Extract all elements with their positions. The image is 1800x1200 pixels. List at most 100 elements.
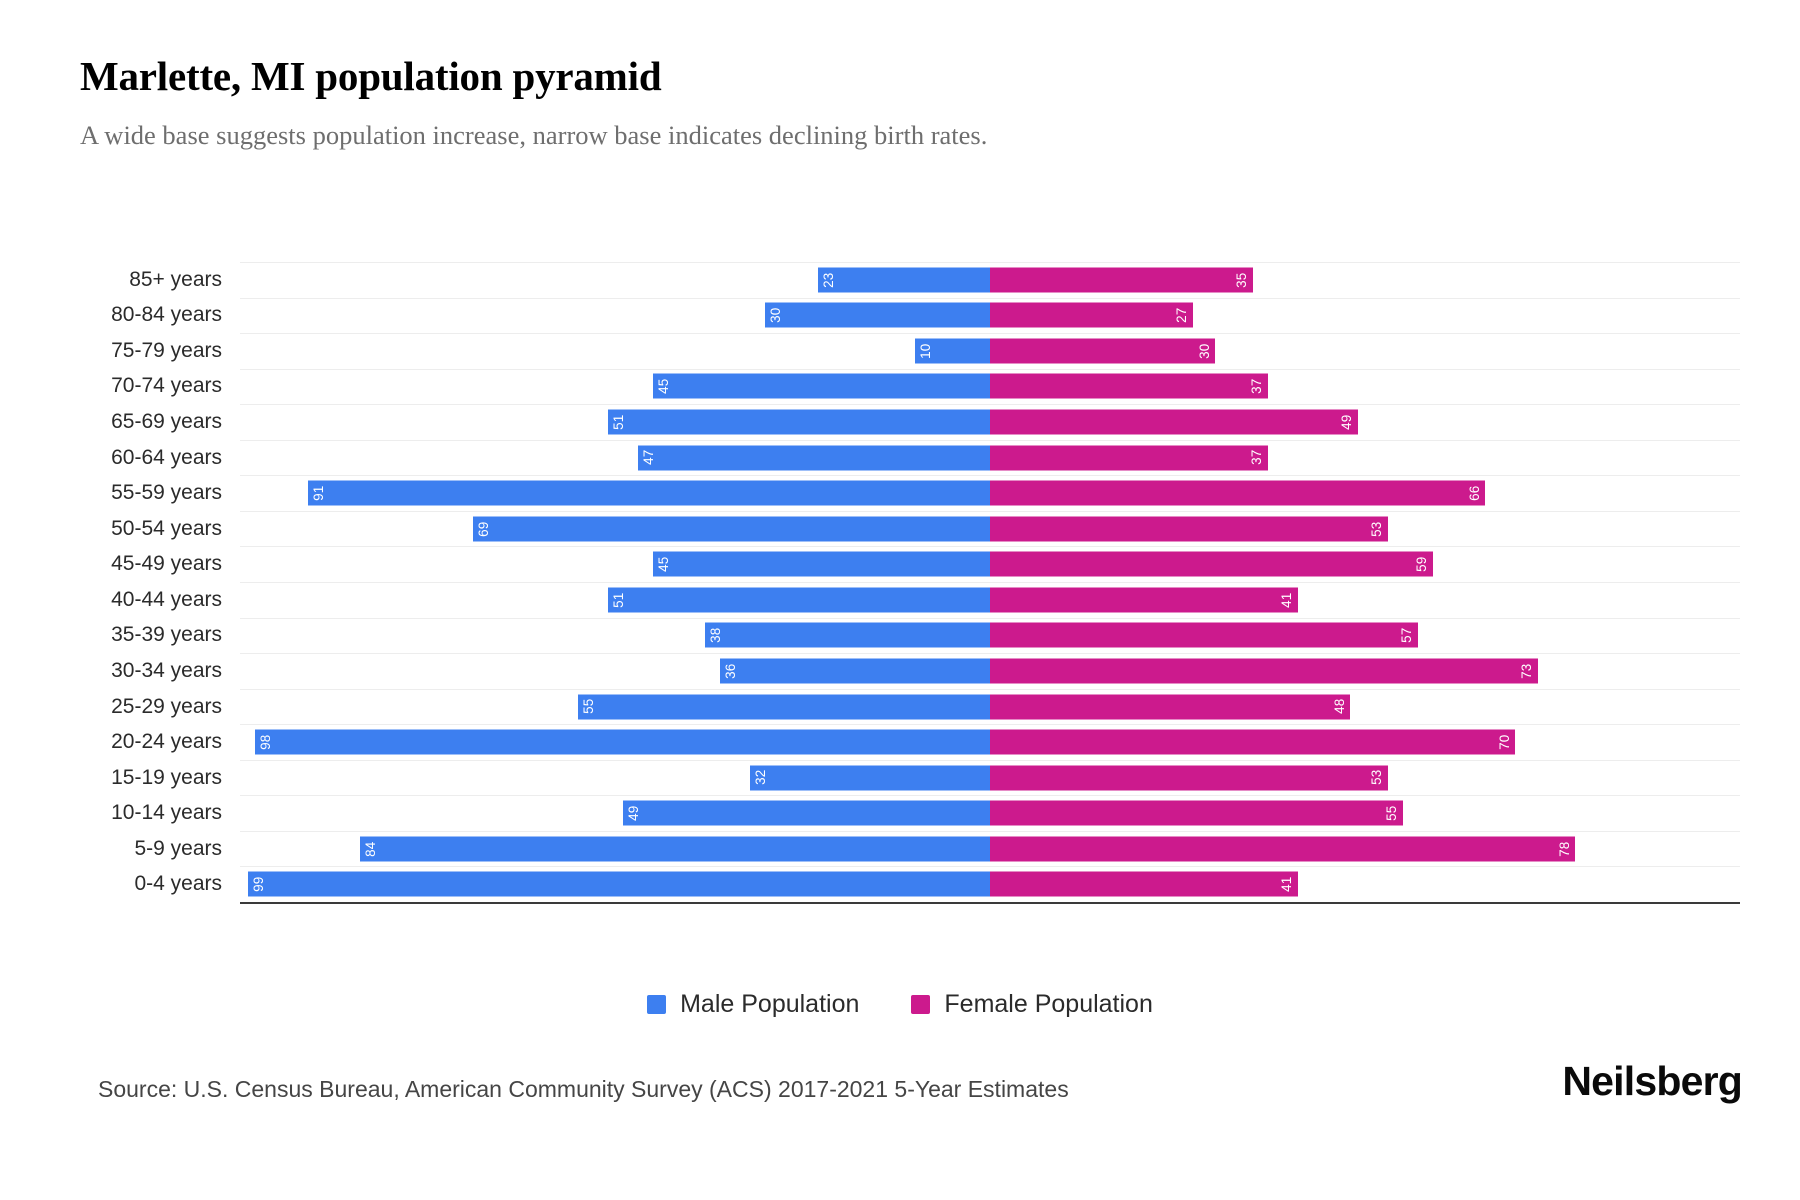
legend-swatch-female	[911, 995, 931, 1014]
male-bar[interactable]: 45	[652, 551, 990, 577]
female-bar[interactable]: 59	[990, 551, 1433, 577]
y-axis-label: 0-4 years	[134, 872, 222, 896]
male-bar[interactable]: 99	[247, 871, 990, 897]
bar-row: 45 59	[240, 547, 1740, 583]
female-bar[interactable]: 53	[990, 516, 1388, 542]
bar-row: 45 37	[240, 369, 1740, 405]
female-bar-value: 27	[1174, 307, 1189, 324]
female-bar-value: 53	[1369, 521, 1384, 537]
legend-swatch-male	[647, 995, 667, 1014]
male-bar-value: 47	[640, 449, 656, 466]
male-bar[interactable]: 69	[472, 516, 990, 542]
male-bar[interactable]: 91	[307, 480, 990, 506]
female-bar-value: 37	[1249, 378, 1264, 395]
chart-legend: Male Population Female Population	[0, 990, 1800, 1019]
female-bar-value: 59	[1414, 556, 1429, 572]
y-axis-label: 50-54 years	[111, 516, 222, 540]
female-bar[interactable]: 37	[990, 445, 1268, 471]
bar-row: 38 57	[240, 618, 1740, 654]
male-bar[interactable]: 84	[360, 836, 990, 862]
legend-item[interactable]: Female Population	[911, 990, 1153, 1019]
male-bar-value: 51	[610, 414, 626, 430]
female-bar[interactable]: 57	[990, 622, 1418, 648]
bar-row: 99 41	[240, 867, 1740, 903]
y-axis-label: 40-44 years	[111, 587, 222, 611]
bar-row: 30 27	[240, 298, 1740, 334]
male-bar[interactable]: 38	[705, 622, 990, 648]
bar-row: 47 37	[240, 440, 1740, 476]
male-bar[interactable]: 51	[607, 409, 990, 435]
female-bar[interactable]: 27	[990, 302, 1193, 328]
female-bar[interactable]: 53	[990, 765, 1388, 791]
female-bar[interactable]: 48	[990, 694, 1350, 720]
female-bar-value: 66	[1466, 485, 1482, 501]
female-bar[interactable]: 41	[990, 871, 1298, 897]
bar-rows: 23 35 30 27 10 30 45 37 51 49 47 37 91 66 69 53 45 59 51 41…	[240, 262, 1740, 902]
female-bar[interactable]: 73	[990, 658, 1538, 684]
legend-label: Female Population	[944, 990, 1153, 1018]
male-bar[interactable]: 51	[607, 587, 990, 613]
male-bar[interactable]: 45	[652, 373, 990, 399]
bar-row: 10 30	[240, 333, 1740, 369]
male-bar[interactable]: 55	[577, 694, 990, 720]
male-bar-value: 23	[820, 272, 836, 288]
female-bar[interactable]: 41	[990, 587, 1298, 613]
y-axis-label: 60-64 years	[111, 445, 222, 469]
female-bar[interactable]: 49	[990, 409, 1358, 435]
female-bar-value: 35	[1234, 272, 1249, 288]
female-bar[interactable]: 30	[990, 338, 1215, 364]
y-axis-label: 30-34 years	[111, 658, 222, 682]
y-axis-label: 5-9 years	[134, 836, 222, 860]
male-bar-value: 10	[918, 343, 933, 359]
female-bar-value: 48	[1331, 698, 1347, 715]
male-bar-value: 45	[655, 378, 671, 395]
female-bar[interactable]: 66	[990, 480, 1485, 506]
bar-row: 51 41	[240, 582, 1740, 618]
female-bar[interactable]: 55	[990, 800, 1403, 826]
female-bar-value: 41	[1279, 876, 1294, 893]
male-bar[interactable]: 98	[255, 729, 990, 755]
female-bar-value: 70	[1496, 734, 1512, 750]
y-axis-label: 75-79 years	[111, 338, 222, 362]
male-bar-value: 45	[655, 556, 671, 572]
female-bar-value: 30	[1196, 343, 1212, 359]
female-bar[interactable]: 78	[990, 836, 1575, 862]
female-bar-value: 49	[1339, 414, 1354, 430]
male-bar-value: 49	[625, 805, 641, 821]
source-note: Source: U.S. Census Bureau, American Com…	[98, 1076, 1069, 1102]
plot-area: 85+ years 80-84 years 75-79 years 70-74 yea…	[80, 262, 1740, 922]
male-bar-value: 69	[475, 521, 491, 537]
male-bar[interactable]: 36	[720, 658, 990, 684]
legend-item[interactable]: Male Population	[647, 990, 859, 1019]
y-axis-label: 10-14 years	[111, 801, 222, 825]
female-bar[interactable]: 35	[990, 267, 1253, 293]
male-bar[interactable]: 32	[750, 765, 990, 791]
bar-row: 69 53	[240, 511, 1740, 547]
female-bar[interactable]: 37	[990, 373, 1268, 399]
y-axis-label: 35-39 years	[111, 623, 222, 647]
male-bar-value: 36	[723, 663, 738, 679]
male-bar-value: 38	[708, 627, 723, 644]
bar-row: 36 73	[240, 653, 1740, 689]
y-axis-label: 15-19 years	[111, 765, 222, 789]
male-bar[interactable]: 10	[915, 338, 990, 364]
male-bar[interactable]: 49	[622, 800, 990, 826]
male-bar-value: 55	[580, 698, 596, 715]
bar-row: 51 49	[240, 404, 1740, 440]
male-bar-value: 51	[610, 592, 626, 608]
female-bar-value: 37	[1249, 449, 1264, 466]
center-axis-line	[990, 262, 991, 902]
y-axis-label: 70-74 years	[111, 374, 222, 398]
y-axis-label: 20-24 years	[111, 730, 222, 754]
y-axis-label: 85+ years	[129, 267, 222, 291]
bar-row: 23 35	[240, 262, 1740, 298]
male-bar[interactable]: 23	[817, 267, 990, 293]
x-axis-baseline	[240, 902, 1740, 904]
female-bar[interactable]: 70	[990, 729, 1515, 755]
bar-row: 91 66	[240, 475, 1740, 511]
male-bar[interactable]: 47	[637, 445, 990, 471]
male-bar[interactable]: 30	[765, 302, 990, 328]
y-axis-label: 80-84 years	[111, 303, 222, 327]
male-bar-value: 91	[310, 485, 326, 501]
bars-area: 23 35 30 27 10 30 45 37 51 49 47 37 91 66 69 53 45 59 51 41…	[240, 262, 1740, 904]
